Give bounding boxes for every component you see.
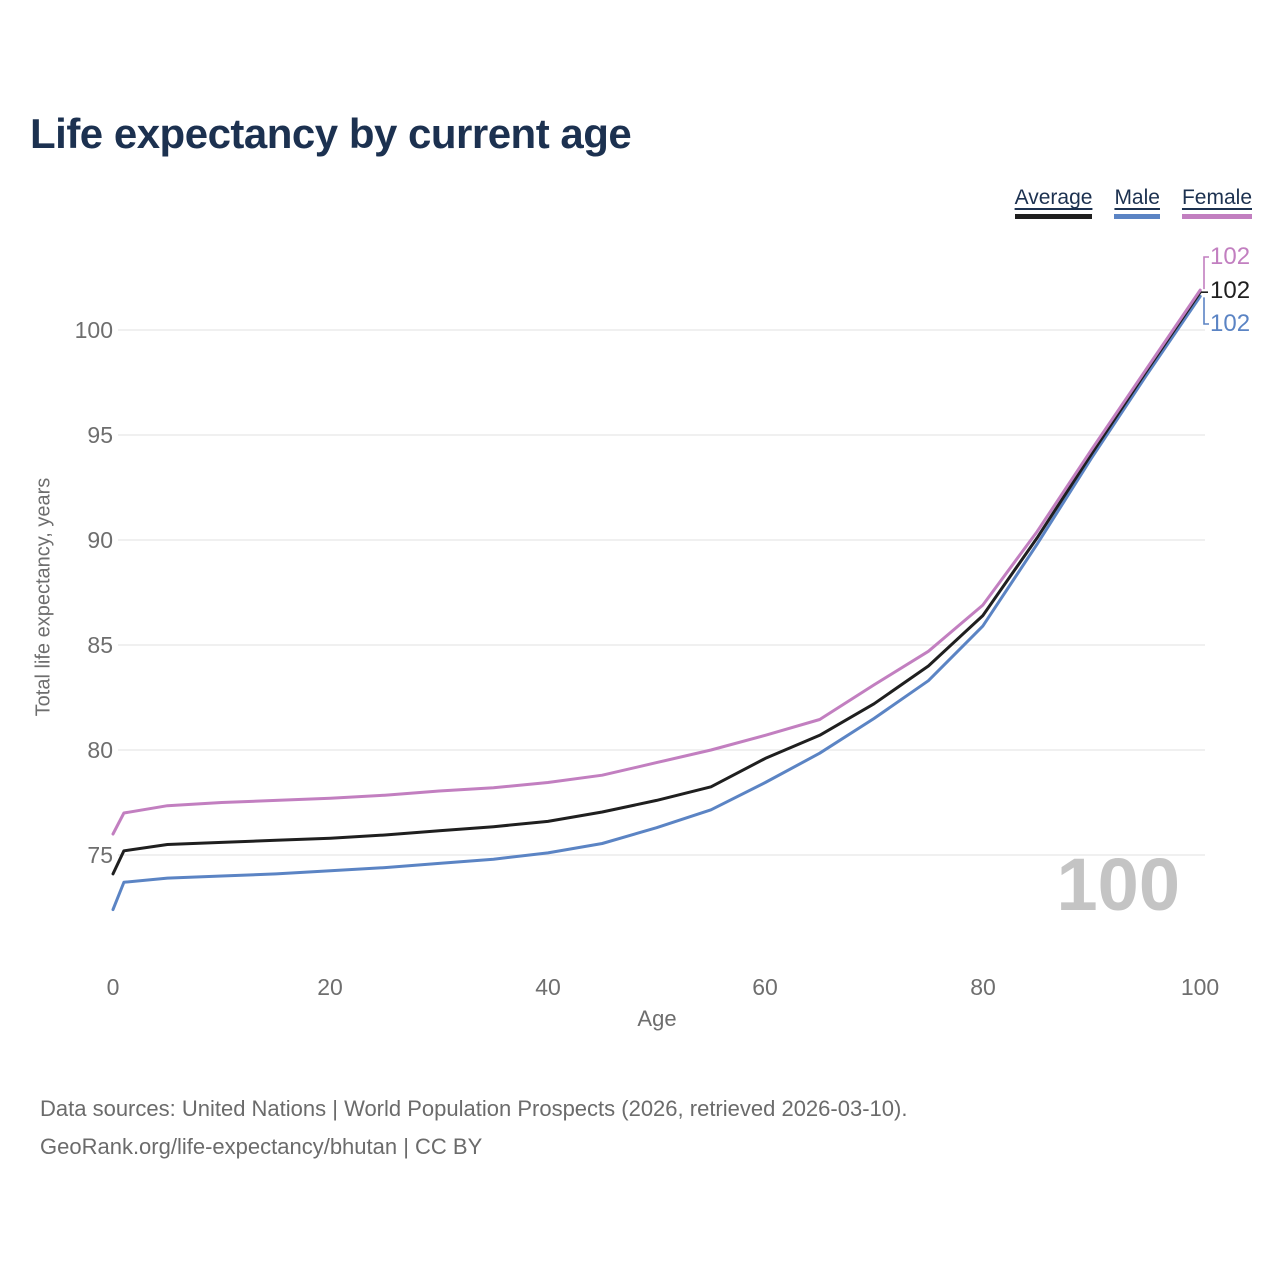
legend-label-female: Female xyxy=(1181,186,1252,209)
end-label-female: 102 xyxy=(1210,243,1251,270)
y-axis-title: Total life expectancy, years xyxy=(32,477,55,717)
x-axis-title: Age xyxy=(637,1006,677,1031)
end-label-average: 102 xyxy=(1210,277,1251,304)
end-label-connector-male xyxy=(1203,297,1209,325)
end-label-connector-female xyxy=(1203,256,1209,290)
xtick-60: 60 xyxy=(752,974,778,1000)
legend-item-male[interactable]: Male xyxy=(1114,186,1160,219)
ytick-75: 75 xyxy=(87,842,113,868)
ytick-95: 95 xyxy=(87,422,113,448)
source-note: Data sources: United Nations | World Pop… xyxy=(40,1090,1240,1166)
chart-title: Life expectancy by current age xyxy=(30,110,632,157)
legend-swatch-male xyxy=(1114,214,1160,219)
source-note-line2: GeoRank.org/life-expectancy/bhutan | CC … xyxy=(40,1134,483,1159)
ytick-100: 100 xyxy=(74,317,113,343)
ytick-90: 90 xyxy=(87,527,113,553)
legend-label-average: Average xyxy=(1014,186,1093,209)
legend-item-average[interactable]: Average xyxy=(1014,186,1093,219)
xtick-100: 100 xyxy=(1180,974,1220,1000)
source-note-line1: Data sources: United Nations | World Pop… xyxy=(40,1096,908,1121)
legend-swatch-average xyxy=(1014,214,1093,219)
xtick-20: 20 xyxy=(317,974,343,1000)
xtick-0: 0 xyxy=(106,974,120,1000)
xtick-40: 40 xyxy=(535,974,561,1000)
end-label-male: 102 xyxy=(1210,310,1251,337)
xtick-80: 80 xyxy=(970,974,996,1000)
legend-item-female[interactable]: Female xyxy=(1181,186,1252,219)
chart-line-female xyxy=(111,288,1202,836)
legend: Average Male Female xyxy=(1014,186,1252,219)
legend-swatch-female xyxy=(1181,214,1252,219)
chart-line-male xyxy=(111,294,1202,912)
ytick-80: 80 xyxy=(87,737,113,763)
age-frame-watermark: 100 xyxy=(1056,843,1180,926)
ytick-85: 85 xyxy=(87,632,113,658)
chart-line-average xyxy=(111,290,1202,876)
legend-label-male: Male xyxy=(1114,186,1160,209)
